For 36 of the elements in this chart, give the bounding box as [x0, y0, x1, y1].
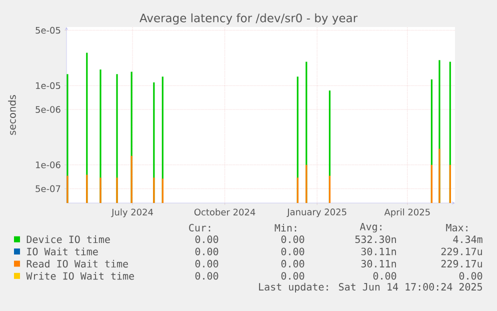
legend-label: Device IO time: [26, 235, 110, 244]
text: 30.11n: [361, 260, 396, 268]
text: 0.00: [459, 272, 482, 280]
y-axis-title: seconds: [8, 95, 16, 135]
text: 0.00: [195, 260, 218, 268]
y-tick-label: 5e-06: [36, 106, 60, 113]
text: 30.11n: [361, 248, 396, 256]
text: Min:: [274, 224, 296, 232]
text: 0.00: [281, 260, 304, 268]
y-tick-label: 5e-07: [36, 185, 60, 192]
text: 0.00: [195, 248, 218, 256]
text: Last update: Sat Jun 14 17:00:24 2025: [259, 282, 482, 293]
legend-label: Write IO Wait time: [26, 272, 134, 280]
legend-label: Read IO Wait time: [26, 260, 128, 268]
y-tick-label: 1e-05: [36, 82, 60, 90]
x-tick-label: July 2024: [111, 208, 154, 218]
text: 0.00: [373, 272, 396, 280]
x-tick-label: April 2025: [384, 208, 430, 218]
text: Max:: [446, 224, 468, 232]
y-tick-label: 5e-05: [36, 26, 60, 34]
x-tick-label: October 2024: [194, 208, 256, 216]
text: 0.00: [281, 248, 304, 256]
text: 229.17u: [441, 260, 482, 268]
legend-label: IO Wait time: [27, 248, 98, 256]
text: 0.00: [281, 272, 304, 280]
chart-title: Average latency for /dev/sr0 - by year: [140, 13, 358, 25]
text: 229.17u: [441, 248, 482, 256]
text: 0.00: [195, 272, 218, 280]
text: Cur:: [189, 224, 210, 232]
text: 0.00: [195, 236, 218, 244]
text: 4.34m: [453, 236, 482, 244]
x-tick-label: January 2025: [286, 208, 346, 218]
text: 532.30n: [355, 236, 396, 244]
text: Avg:: [360, 222, 382, 232]
text: 0.00: [281, 236, 304, 244]
y-tick-label: 1e-06: [36, 161, 60, 168]
